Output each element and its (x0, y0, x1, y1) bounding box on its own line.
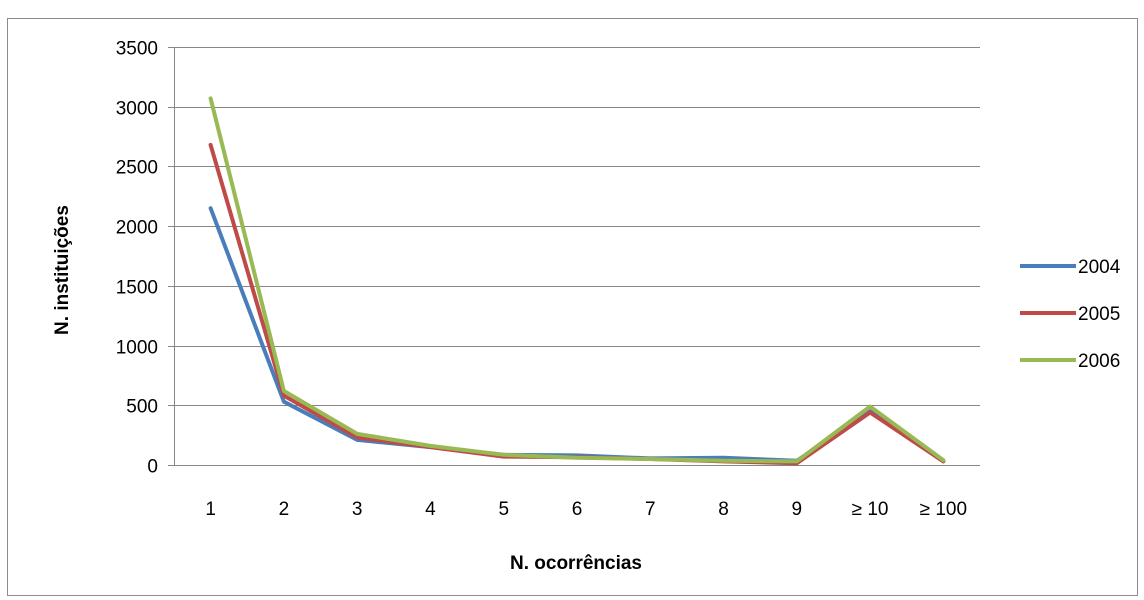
chart-border (7, 18, 1138, 596)
x-tick-label: ≥ 10 (852, 499, 889, 520)
legend-label: 2004 (1078, 257, 1121, 278)
y-axis-title: N. instituições (52, 205, 73, 335)
x-tick-label: 3 (352, 499, 363, 520)
axes (174, 47, 980, 466)
x-tick-label: 1 (205, 499, 216, 520)
legend-label: 2006 (1078, 351, 1120, 372)
y-tick-label: 0 (147, 457, 158, 478)
x-tick-label: 5 (498, 499, 509, 520)
y-tick-label: 2500 (116, 158, 158, 179)
series-lines (208, 96, 946, 466)
y-tick-labels: 0 500 1000 1500 2000 2500 3000 3500 (116, 39, 158, 478)
y-tick-label: 1500 (116, 278, 158, 299)
x-tick-label: 8 (718, 499, 729, 520)
y-tick-label: 2000 (116, 218, 158, 239)
x-tick-label: ≥ 100 (920, 499, 967, 520)
x-tick-labels: 1 2 3 4 5 6 7 8 9 ≥ 10 ≥ 100 (205, 499, 967, 520)
x-tick-label: 4 (425, 499, 436, 520)
legend-label: 2005 (1078, 304, 1120, 325)
x-axis-title: N. ocorrências (510, 553, 642, 574)
y-tick-label: 1000 (116, 338, 158, 359)
x-tick-label: 2 (279, 499, 290, 520)
series-line-2006 (208, 96, 946, 464)
y-tick-label: 3500 (116, 39, 158, 60)
x-tick-label: 9 (792, 499, 803, 520)
legend: 2004 2005 2006 (1020, 257, 1121, 372)
x-tick-label: 7 (645, 499, 656, 520)
y-tick-label: 500 (126, 397, 158, 418)
x-tick-label: 6 (572, 499, 583, 520)
y-tick-label: 3000 (116, 99, 158, 120)
